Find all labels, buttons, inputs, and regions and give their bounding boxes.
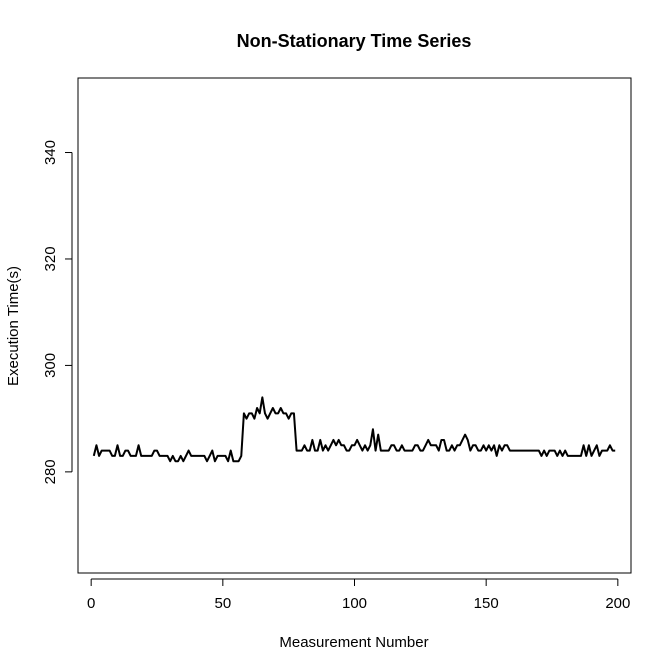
x-axis: 0 50 100 150 200 bbox=[87, 578, 630, 612]
x-tick-label: 100 bbox=[342, 595, 367, 612]
x-tick-label: 150 bbox=[474, 595, 499, 612]
series-line bbox=[92, 396, 616, 463]
y-axis-label: Execution Time(s) bbox=[5, 266, 22, 386]
x-axis-label: Measurement Number bbox=[279, 634, 428, 651]
y-tick-label: 320 bbox=[42, 246, 59, 271]
y-axis: 280 300 320 340 bbox=[42, 140, 73, 484]
chart-title: Non-Stationary Time Series bbox=[237, 31, 472, 51]
x-tick-label: 200 bbox=[605, 595, 630, 612]
y-tick-label: 340 bbox=[42, 140, 59, 165]
y-tick-label: 300 bbox=[42, 353, 59, 378]
x-tick-label: 50 bbox=[214, 595, 231, 612]
x-tick-label: 0 bbox=[87, 595, 95, 612]
y-tick-label: 280 bbox=[42, 459, 59, 484]
plot-area-border bbox=[77, 77, 632, 574]
